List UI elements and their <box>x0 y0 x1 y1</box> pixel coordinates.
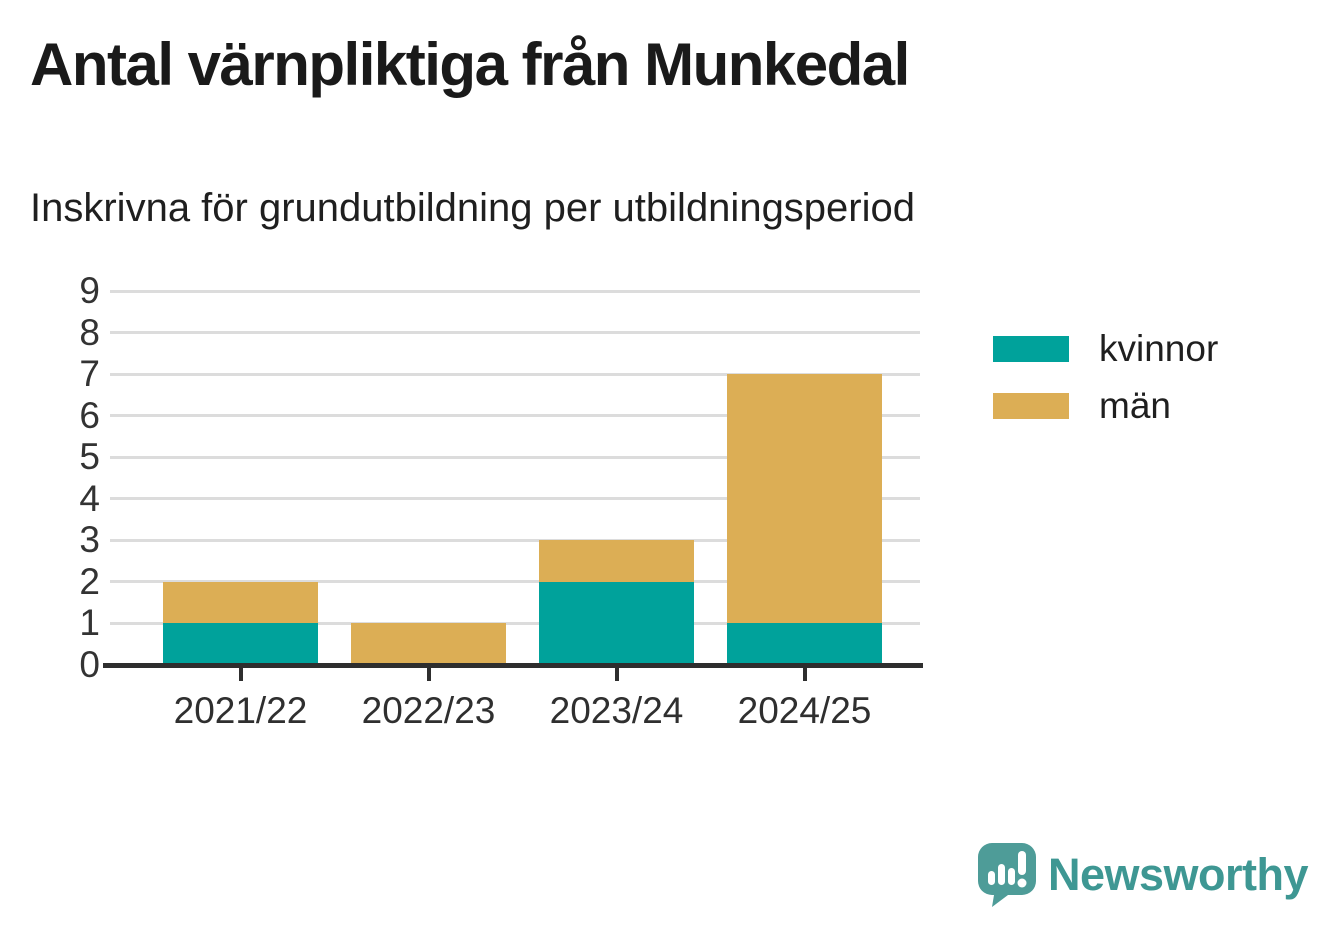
y-axis-label-7: 7 <box>79 353 100 395</box>
y-axis-label-9: 9 <box>79 270 100 311</box>
bar-2024-25-män <box>727 374 882 624</box>
x-axis-label-2024-25: 2024/25 <box>737 690 872 731</box>
y-axis-label-6: 6 <box>79 394 100 436</box>
gridline-y7 <box>110 372 920 376</box>
gridline-y1 <box>110 621 920 625</box>
y-axis-label-0: 0 <box>79 644 100 685</box>
legend-label-män: män <box>1099 385 1171 426</box>
brand-name: Newsworthy <box>1048 849 1309 900</box>
y-axis-label-8: 8 <box>79 311 100 353</box>
legend-swatch-män <box>993 393 1069 419</box>
legend-label-kvinnor: kvinnor <box>1099 328 1219 369</box>
gridline-y5 <box>110 455 920 459</box>
bar-2022-23-män <box>351 623 506 665</box>
legend-swatch-kvinnor <box>993 336 1069 362</box>
bar-2021-22-kvinnor <box>163 623 318 665</box>
bar-2023-24-kvinnor <box>539 581 694 665</box>
y-axis-label-1: 1 <box>79 602 100 644</box>
gridline-y8 <box>110 331 920 335</box>
y-axis-label-2: 2 <box>79 560 100 602</box>
chart-subtitle: Inskrivna för grundutbildning per utbild… <box>30 186 915 230</box>
legend-item-män: män <box>993 384 1171 428</box>
chart-title: Antal värnpliktiga från Munkedal <box>30 31 910 98</box>
x-axis-label-2022-23: 2022/23 <box>361 690 496 731</box>
y-axis-label-5: 5 <box>79 436 100 478</box>
x-tick-2022-23 <box>426 668 431 681</box>
x-axis-label-2023-24: 2023/24 <box>549 690 684 731</box>
newsworthy-logo-icon <box>978 843 1036 907</box>
gridline-y3 <box>110 538 920 542</box>
gridline-y9 <box>110 289 920 293</box>
bar-2024-25-kvinnor <box>727 623 882 665</box>
y-axis-label-4: 4 <box>79 477 100 519</box>
y-axis-label-3: 3 <box>79 519 100 561</box>
bar-2021-22-män <box>163 581 318 624</box>
gridline-y4 <box>110 497 920 501</box>
x-tick-2024-25 <box>802 668 807 681</box>
bar-2023-24-män <box>539 540 694 582</box>
x-axis-line <box>103 663 923 668</box>
x-tick-2023-24 <box>614 668 619 681</box>
legend-item-kvinnor: kvinnor <box>993 327 1218 371</box>
gridline-y2 <box>110 580 920 584</box>
x-axis-label-2021-22: 2021/22 <box>173 690 308 731</box>
x-tick-2021-22 <box>238 668 243 681</box>
gridline-y6 <box>110 414 920 418</box>
brand-footer: Newsworthy <box>978 843 1309 907</box>
